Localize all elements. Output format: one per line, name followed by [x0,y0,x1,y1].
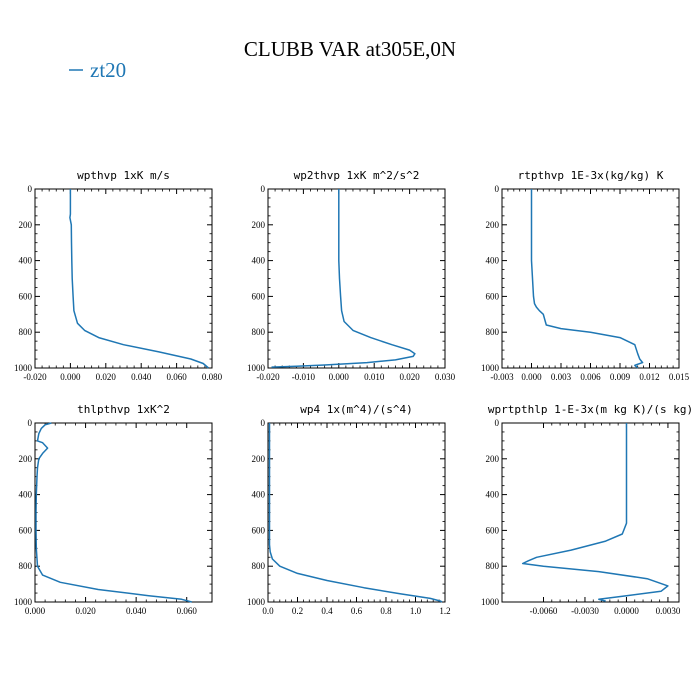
panel-title: wp2thvp 1xK m^2/s^2 [294,169,420,182]
plot-frame [267,188,446,369]
y-tick-label: 400 [252,256,266,266]
x-tick-label: -0.010 [292,372,316,382]
panels: wpthvp 1xK m/s-0.020 0.000 0.020 0.040 0.060… [14,169,693,616]
y-tick-label: 200 [252,220,266,230]
y-tick-label: 200 [19,454,33,464]
chart-panel-3: rtpthvp 1E-3x(kg/kg) K -0.003 0.000 0.003 0.… [481,169,690,382]
series-line-zt20 [268,423,443,603]
x-tick-label: -0.003 [490,372,514,382]
x-tick-label: 0.010 [364,372,385,382]
y-tick-label: 800 [252,327,266,337]
y-tick-label: 1000 [481,363,500,373]
x-tick-label: 0.6 [351,606,363,616]
y-tick-label: 200 [19,220,33,230]
x-tick-label: 0.003 [551,372,572,382]
y-tick-label: 800 [486,327,500,337]
x-tick-label: 1.0 [410,606,422,616]
x-tick-label: 0.009 [610,372,631,382]
x-tick-label: 0.000 [521,372,542,382]
y-tick-label: 600 [19,291,33,301]
x-tick-label: 0.020 [75,606,96,616]
y-tick-label: 0 [28,418,33,428]
x-tick-label: 0.040 [126,606,147,616]
y-tick-label: 0 [495,418,500,428]
chart-panel-1: wpthvp 1xK m/s -0.020 0.000 0.020 0.040 0.060… [14,169,223,382]
y-tick-label: 600 [252,525,266,535]
series-line-zt20 [271,189,416,368]
y-tick-label: 800 [19,327,33,337]
panel-title: wp4 1x(m^4)/(s^4) [300,403,413,416]
y-tick-label: 0 [261,184,266,194]
x-tick-label: 0.080 [202,372,223,382]
y-tick-label: 200 [252,454,266,464]
y-tick-label: 600 [252,291,266,301]
y-tick-label: 600 [486,525,500,535]
y-tick-label: 1000 [14,363,33,373]
plot-frame [501,188,680,369]
x-tick-label: 0.020 [96,372,117,382]
x-tick-label: 0.4 [321,606,333,616]
y-tick-label: 200 [486,454,500,464]
y-tick-label: 0 [261,418,266,428]
y-tick-label: 400 [252,490,266,500]
x-tick-label: -0.0060 [530,606,558,616]
chart-panel-2: wp2thvp 1xK m^2/s^2 -0.020 -0.010 0.000 0.01… [247,169,456,382]
y-tick-label: 400 [486,490,500,500]
x-tick-label: 0.0030 [656,606,681,616]
panel-title: thlpthvp 1xK^2 [77,403,170,416]
x-tick-label: 1.2 [439,606,450,616]
x-tick-label: 0.0000 [614,606,639,616]
y-tick-label: 1000 [247,363,266,373]
x-tick-label: -0.020 [256,372,280,382]
y-tick-label: 400 [19,256,33,266]
plot-frame [34,422,213,603]
y-tick-label: 400 [486,256,500,266]
chart-panel-4: thlpthvp 1xK^2 0.000 0.020 0.040 0.060 0 200 40… [14,403,213,616]
y-tick-label: 0 [28,184,33,194]
y-tick-label: 0 [495,184,500,194]
legend-label: zt20 [90,58,126,82]
x-tick-label: 0.0 [262,606,274,616]
x-tick-label: 0.8 [380,606,392,616]
x-tick-label: 0.040 [131,372,152,382]
x-tick-label: 0.006 [580,372,601,382]
x-tick-label: 0.012 [639,372,659,382]
x-tick-label: 0.020 [399,372,420,382]
y-tick-label: 400 [19,490,33,500]
y-tick-label: 1000 [247,597,266,607]
x-tick-label: 0.000 [329,372,350,382]
plot-frame [267,422,446,603]
x-tick-label: -0.0030 [571,606,599,616]
y-tick-label: 600 [486,291,500,301]
y-tick-label: 200 [486,220,500,230]
y-tick-label: 800 [19,561,33,571]
panel-title: rtpthvp 1E-3x(kg/kg) K [518,169,664,182]
y-tick-label: 600 [19,525,33,535]
y-tick-label: 1000 [481,597,500,607]
series-line-zt20 [35,422,192,603]
x-tick-label: 0.000 [25,606,46,616]
x-tick-label: 0.060 [177,606,198,616]
series-line-zt20 [521,423,669,602]
x-tick-label: 0.2 [292,606,303,616]
legend: zt20 [69,58,126,82]
x-tick-label: 0.060 [166,372,187,382]
series-line-zt20 [530,189,644,369]
y-tick-label: 1000 [14,597,33,607]
y-tick-label: 800 [486,561,500,571]
x-tick-label: 0.030 [435,372,456,382]
panel-title: wprtpthlp 1-E-3x(m kg K)/(s kg) [488,403,693,416]
y-tick-label: 800 [252,561,266,571]
figure-title: CLUBB VAR at305E,0N [244,37,456,61]
chart-panel-6: wprtpthlp 1-E-3x(m kg K)/(s kg) -0.0060 -0… [481,403,693,616]
panel-title: wpthvp 1xK m/s [77,169,170,182]
plot-frame [34,188,213,369]
series-line-zt20 [69,189,209,369]
x-tick-label: -0.020 [23,372,47,382]
chart-panel-5: wp4 1x(m^4)/(s^4) 0.0 0.2 0.4 0.6 0.8 1.0 1.2 0 2… [247,403,451,616]
x-tick-label: 0.000 [60,372,81,382]
plot-frame [501,422,680,603]
x-tick-label: 0.015 [669,372,690,382]
